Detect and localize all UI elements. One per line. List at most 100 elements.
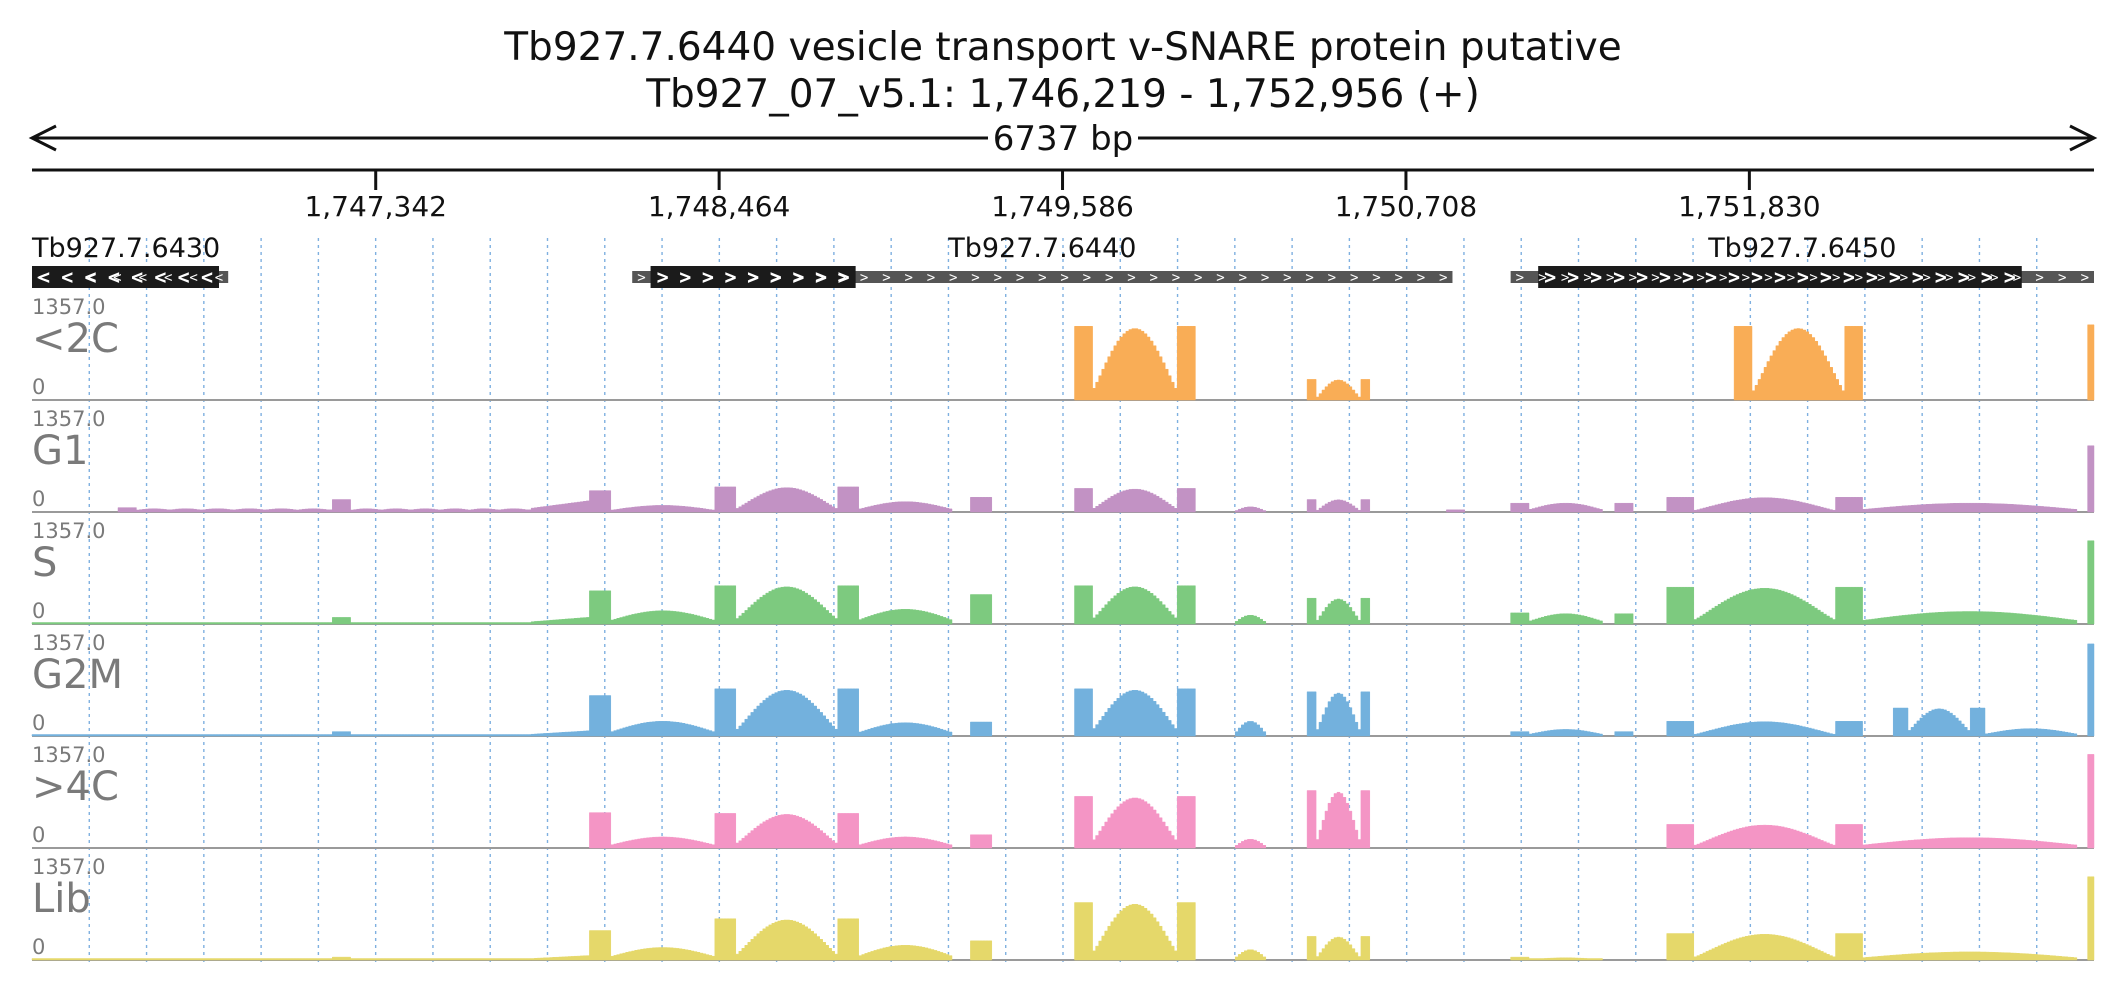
coverage-segment [1306,379,1371,401]
coverage-track: 1357.0 0 G2M [31,631,2095,737]
coverage-segment [858,945,953,961]
coverage-tracks: 1357.00<2C1357.00G11357.00S1357.00G2M135… [31,295,2095,961]
coverage-segment [1510,956,1530,961]
coverage-segment [1862,502,2078,513]
coverage-segment [1074,688,1196,737]
coverage-segment [589,930,612,961]
gene-cds-bar [1538,266,2022,288]
coverage-segment [2087,754,2095,849]
coverage-segment [1984,728,2078,737]
ruler-tick-label: 1,750,708 [1335,190,1478,223]
coverage-segment [332,617,351,625]
coverage-segment [136,508,333,513]
coverage-segment [332,499,351,513]
coverage-segment [117,507,137,513]
coverage-segment [610,721,716,737]
coverage-segment [1528,502,1603,513]
plot-title: Tb927.7.6440 vesicle transport v-SNARE p… [503,25,1622,70]
coordinate-ruler: 1,747,342 1,748,464 1,749,586 1,750,708 1,75… [32,168,2094,223]
coverage-segment [31,958,333,961]
region-size-label-bg [988,118,1138,158]
coverage-segment [1074,326,1196,401]
coverage-segment [1074,488,1196,513]
track-scale-max: 1357.0 [32,295,105,319]
coverage-segment [1862,611,2078,625]
coverage-segment [1614,502,1634,513]
track-label: S [32,540,57,586]
track-scale-max: 1357.0 [32,743,105,767]
coverage-segment [1510,502,1530,513]
track-label: <2C [32,316,119,362]
coverage-segment [714,918,859,961]
track-scale-min: 0 [32,487,45,511]
track-label: Lib [32,876,91,922]
gene-annotation-track: <<<<<<<<<<<<<<<<Tb927.7.6430>>>>>>>>>>>>… [31,233,2094,289]
plot-subtitle: Tb927_07_v5.1: 1,746,219 - 1,752,956 (+) [645,72,1480,117]
gene-strand-arrows-thin: >>>>>>>>>>>>>>>>>>>>>>>>>>>>>>>>>>>>> [637,270,1447,286]
coverage-segment [1074,585,1196,625]
gene-strand-arrows-thick: >>>>>>>>> [657,265,850,289]
coverage-segment [970,940,993,961]
coverage-segment [1234,949,1267,961]
coverage-segment [332,956,351,961]
coverage-track: 1357.0 0 G1 [32,407,2095,513]
track-scale-min: 0 [32,711,45,735]
coverage-segment [350,958,532,961]
coverage-segment [530,617,590,625]
region-size-indicator: 6737 bp [28,118,2098,159]
coverage-segment [1234,721,1267,737]
coverage-segment [589,490,612,513]
coverage-segment [970,497,993,513]
track-scale-min: 0 [32,823,45,847]
coverage-segment [2087,643,2095,737]
gene-label: Tb927.7.6440 [947,233,1136,264]
coverage-segment [1510,731,1530,737]
gene-label: Tb927.7.6430 [31,233,220,264]
coverage-segment [610,947,716,961]
coverage-segment [1306,790,1371,849]
region-size-label: 6737 bp [993,119,1134,159]
coverage-segment [1528,613,1603,625]
track-scale-max: 1357.0 [32,855,105,879]
coverage-track: 1357.0 0 >4C [32,743,2095,849]
coverage-segment [589,812,612,849]
track-scale-min: 0 [32,935,45,959]
coverage-segment [1234,506,1267,513]
coverage-track: 1357.0 0 Lib [31,855,2095,961]
coverage-segment [1510,612,1530,625]
coverage-segment [610,505,716,513]
track-label: G1 [32,428,88,474]
coverage-segment [1666,824,1863,849]
coverage-segment [1306,936,1371,961]
coverage-segment [2087,876,2095,961]
coverage-segment [1306,691,1371,737]
coverage-segment [1446,509,1465,513]
coverage-segment [714,585,859,625]
coverage-segment [350,622,532,625]
coverage-segment [1862,951,2078,961]
track-scale-min: 0 [32,375,45,399]
coverage-segment [2087,540,2095,625]
coverage-segment [530,955,590,961]
track-scale-min: 0 [32,599,45,623]
coverage-segment [970,594,993,625]
coverage-segment [858,501,953,513]
track-label: >4C [32,764,119,810]
coverage-segment [714,813,859,849]
coverage-segment [1892,707,1986,737]
track-scale-max: 1357.0 [32,631,105,655]
coverage-track: 1357.0 0 S [31,519,2095,625]
coverage-segment [350,508,532,513]
track-label: G2M [32,652,123,698]
coverage-segment [530,500,590,513]
coverage-segment [1306,499,1371,513]
gene-label: Tb927.7.6450 [1707,233,1896,264]
coverage-segment [1862,837,2078,849]
track-scale-max: 1357.0 [32,407,105,431]
coverage-segment [1614,613,1634,625]
coverage-track: 1357.0 0 <2C [32,295,2095,401]
coverage-segment [332,731,351,737]
coverage-segment [1234,615,1267,625]
coverage-segment [1074,796,1196,849]
